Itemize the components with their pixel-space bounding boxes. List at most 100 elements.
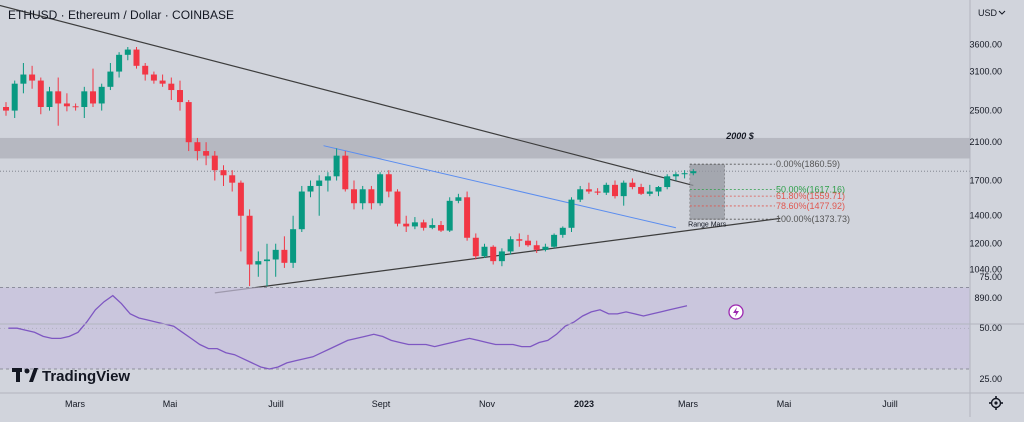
candle-body xyxy=(55,91,62,104)
candle xyxy=(90,68,96,107)
candle-body xyxy=(507,239,514,252)
candle xyxy=(316,175,323,216)
candle xyxy=(612,180,618,199)
candle xyxy=(490,245,497,265)
candle-body xyxy=(438,225,444,231)
candle-body xyxy=(116,54,123,72)
candle-body xyxy=(681,173,688,175)
candle xyxy=(672,172,679,181)
candle xyxy=(203,142,210,166)
candle xyxy=(568,197,575,233)
candle-body xyxy=(638,187,645,194)
logo-mark-stem xyxy=(16,368,20,382)
candle xyxy=(211,151,218,181)
candle-body xyxy=(177,90,183,103)
candle xyxy=(542,243,549,252)
candle-body xyxy=(481,246,488,257)
candle xyxy=(420,219,427,231)
range-box[interactable] xyxy=(689,163,725,220)
tradingview-logo: TradingView xyxy=(12,368,130,385)
candle xyxy=(237,180,244,252)
candle-body xyxy=(351,189,357,204)
candle-body xyxy=(377,174,384,204)
candle xyxy=(124,46,131,61)
time-tick-label: 2023 xyxy=(574,399,594,409)
candle-body xyxy=(516,239,523,241)
candle-body xyxy=(107,71,114,87)
time-tick-label: Juill xyxy=(268,399,284,409)
candle xyxy=(690,169,697,176)
candle xyxy=(290,215,297,268)
time-tick-label: Mars xyxy=(65,399,85,409)
candle-body xyxy=(455,197,462,201)
candle xyxy=(3,102,9,116)
flash-icon[interactable] xyxy=(728,304,744,320)
candle-body xyxy=(620,182,627,197)
chevron-down-icon xyxy=(998,10,1006,15)
candle-body xyxy=(98,86,105,104)
candle-body xyxy=(37,80,44,107)
candle-body xyxy=(559,227,566,235)
candle-body xyxy=(577,189,584,200)
candle-body xyxy=(72,106,79,108)
candle-body xyxy=(568,199,575,228)
candle xyxy=(629,178,636,190)
candle xyxy=(638,183,645,195)
candle-body xyxy=(316,180,323,186)
candle-body xyxy=(655,187,662,192)
time-tick-label: Mars xyxy=(678,399,698,409)
candle xyxy=(307,180,314,198)
descending-trendline[interactable] xyxy=(0,4,694,186)
candle xyxy=(559,226,566,238)
candle-body xyxy=(385,174,392,192)
candle xyxy=(107,63,114,91)
fib-level-label: 100.00%(1373.73) xyxy=(776,214,850,224)
rsi-line[interactable] xyxy=(8,294,688,370)
candle-body xyxy=(90,91,96,104)
candle xyxy=(185,100,192,152)
candle-body xyxy=(533,245,540,250)
price-tick-label: 1700.00 xyxy=(969,176,1002,186)
range-label: Range Mars xyxy=(688,222,727,229)
ascending-trendline[interactable] xyxy=(214,217,781,294)
candle-body xyxy=(124,49,131,55)
candle-body xyxy=(229,175,236,183)
candle-body xyxy=(255,261,262,265)
candle xyxy=(481,243,488,258)
candle xyxy=(603,182,610,195)
candle-body xyxy=(603,184,610,193)
candle-body xyxy=(211,155,218,171)
candle-body xyxy=(298,191,305,230)
candle xyxy=(455,193,462,204)
symbol-title[interactable]: ETHUSD · Ethereum / Dollar · COINBASE xyxy=(8,8,234,22)
candle-body xyxy=(20,74,27,84)
candle xyxy=(464,191,471,241)
candle xyxy=(655,185,662,197)
candle-body xyxy=(194,142,201,152)
candle xyxy=(429,218,436,230)
candle xyxy=(81,86,88,118)
candle xyxy=(37,77,44,115)
price-tick-label: 890.00 xyxy=(974,293,1002,303)
candle xyxy=(594,188,601,195)
candle xyxy=(246,209,253,287)
candle xyxy=(272,243,279,277)
currency-selector[interactable]: USD xyxy=(978,8,1006,18)
candle-body xyxy=(185,102,192,143)
candle xyxy=(385,170,392,198)
candle xyxy=(446,197,453,233)
candle xyxy=(681,170,688,179)
candle-body xyxy=(220,170,227,176)
gear-icon[interactable] xyxy=(989,396,1003,410)
currency-label[interactable]: USD xyxy=(978,8,998,18)
candle xyxy=(98,83,105,111)
price-tick-label: 3600.00 xyxy=(969,39,1002,49)
channel-line[interactable] xyxy=(323,145,677,229)
candle-body xyxy=(290,229,297,263)
price-tick-label: 2500.00 xyxy=(969,106,1002,116)
candle-body xyxy=(264,259,270,262)
candle xyxy=(342,151,349,192)
rsi-tick-label: 25.00 xyxy=(979,374,1002,384)
candle-body xyxy=(342,155,349,190)
